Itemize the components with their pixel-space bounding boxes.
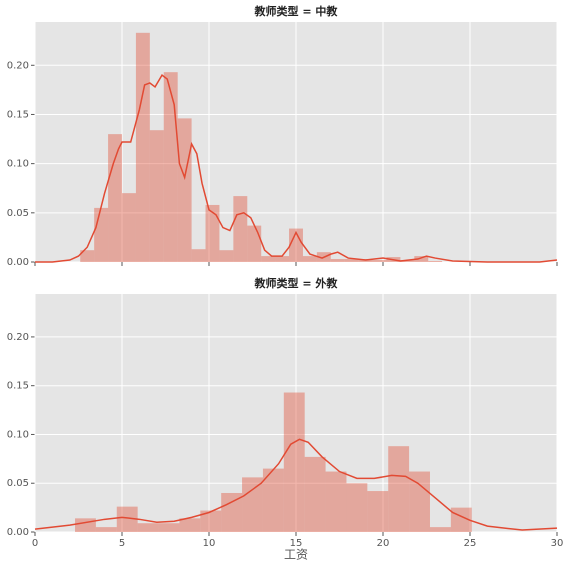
hist-bar xyxy=(330,259,345,262)
hist-bar xyxy=(158,523,180,532)
hist-bar xyxy=(80,250,95,262)
hist-bar xyxy=(275,256,290,262)
hist-bar xyxy=(428,261,443,262)
hist-bar xyxy=(261,256,276,262)
y-tick-label: 0.20 xyxy=(7,332,29,343)
y-tick-label: 0.05 xyxy=(7,208,29,219)
panel-title: 教师类型 = 中教 xyxy=(254,4,339,18)
hist-bar xyxy=(289,228,303,262)
hist-bar xyxy=(177,118,192,263)
hist-bar xyxy=(283,392,305,532)
hist-bar xyxy=(221,492,243,532)
x-tick-label: 15 xyxy=(290,538,303,549)
hist-bar xyxy=(94,207,109,262)
x-tick-label: 5 xyxy=(119,538,125,549)
hist-bar xyxy=(247,225,262,262)
y-tick-label: 0.05 xyxy=(7,478,29,489)
hist-bar xyxy=(200,510,222,532)
hist-bar xyxy=(233,196,248,262)
x-tick-label: 0 xyxy=(32,538,38,549)
hist-bar xyxy=(302,256,317,262)
hist-bar xyxy=(163,72,178,262)
hist-bar xyxy=(372,260,387,262)
hist-bar xyxy=(242,477,263,532)
kde-line xyxy=(35,74,558,263)
hist-bar xyxy=(219,250,234,262)
hist-bar xyxy=(75,518,96,532)
hist-bar xyxy=(262,468,284,532)
y-tick-label: 0.10 xyxy=(7,159,29,170)
x-tick-label: 25 xyxy=(464,538,477,549)
hist-bar xyxy=(95,527,117,532)
y-tick-label: 0.00 xyxy=(7,527,29,538)
hist-bar xyxy=(122,193,136,262)
hist-bar xyxy=(346,483,368,532)
hist-bar xyxy=(179,518,201,532)
y-tick-label: 0.20 xyxy=(7,60,29,71)
hist-bar xyxy=(414,256,429,262)
hist-bar xyxy=(191,249,206,262)
hist-bar xyxy=(137,523,159,532)
y-tick-label: 0.10 xyxy=(7,429,29,440)
hist-bar xyxy=(149,130,164,262)
hist-bar xyxy=(388,446,410,532)
y-tick-label: 0.00 xyxy=(7,257,29,268)
x-tick-label: 10 xyxy=(203,538,216,549)
kde-line xyxy=(34,438,558,531)
hist-bar xyxy=(409,471,430,532)
hist-bar xyxy=(205,204,220,262)
hist-bar xyxy=(304,456,326,532)
hist-bar xyxy=(400,260,415,262)
panel-title: 教师类型 = 外教 xyxy=(254,276,339,290)
y-tick-label: 0.15 xyxy=(7,109,29,120)
x-tick-label: 20 xyxy=(377,538,390,549)
hist-bar xyxy=(135,32,150,262)
y-tick-label: 0.15 xyxy=(7,381,29,392)
hist-bar xyxy=(429,527,451,532)
hist-bar xyxy=(367,491,389,532)
hist-bar xyxy=(325,471,347,532)
x-tick-label: 30 xyxy=(551,538,564,549)
hist-bar xyxy=(116,506,138,532)
x-axis-label: 工资 xyxy=(284,548,308,562)
hist-bar xyxy=(344,259,359,262)
hist-bar xyxy=(108,134,122,262)
